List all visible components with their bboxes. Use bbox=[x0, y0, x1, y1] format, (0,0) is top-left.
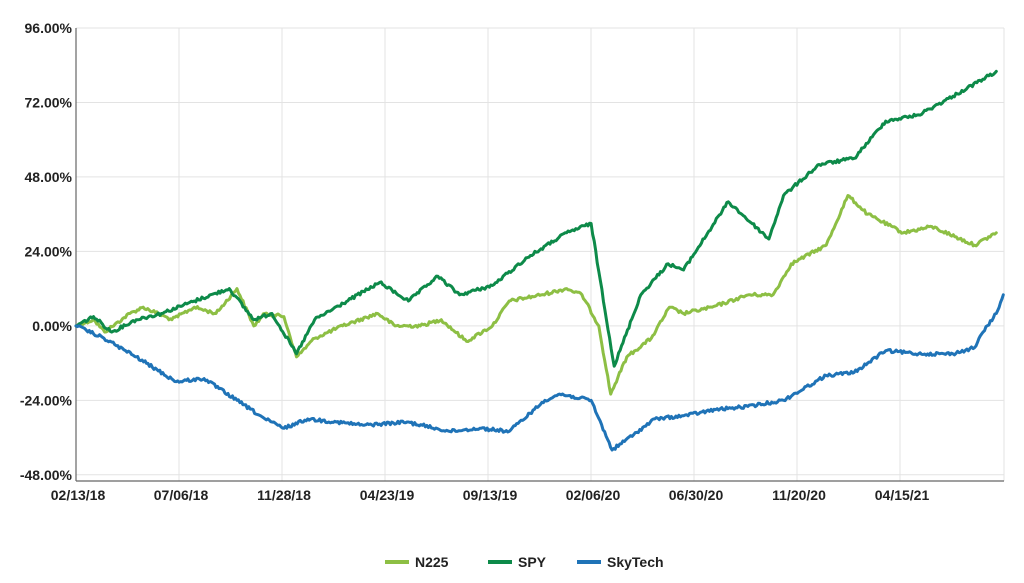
legend-label: SPY bbox=[518, 554, 547, 570]
x-tick-label: 11/20/20 bbox=[772, 487, 826, 503]
y-tick-label: -48.00% bbox=[20, 467, 73, 483]
y-tick-label: 72.00% bbox=[25, 94, 73, 110]
x-tick-label: 04/23/19 bbox=[360, 487, 415, 503]
series-line-n225 bbox=[74, 194, 998, 396]
x-tick-label: 09/13/19 bbox=[463, 487, 518, 503]
series-line-spy bbox=[74, 69, 998, 368]
y-tick-label: 48.00% bbox=[25, 169, 73, 185]
series-line-skytech bbox=[74, 293, 1005, 452]
y-tick-label: 0.00% bbox=[32, 318, 72, 334]
axes bbox=[75, 28, 1004, 482]
series-layer bbox=[74, 69, 1005, 452]
x-tick-label: 02/06/20 bbox=[566, 487, 621, 503]
y-tick-label: 96.00% bbox=[25, 20, 73, 36]
x-tick-label: 02/13/18 bbox=[51, 487, 106, 503]
x-tick-label: 06/30/20 bbox=[669, 487, 724, 503]
y-axis-ticks: 96.00% 72.00% 48.00% 24.00% 0.00% -24.00% -48.… bbox=[20, 20, 73, 483]
x-tick-label: 04/15/21 bbox=[875, 487, 930, 503]
legend-item-n225: N225 bbox=[385, 554, 449, 570]
legend-label: N225 bbox=[415, 554, 449, 570]
x-axis-ticks: 02/13/18 07/06/18 11/28/18 04/23/19 09/13/19… bbox=[51, 487, 930, 503]
x-tick-label: 11/28/18 bbox=[257, 487, 311, 503]
legend-item-skytech: SkyTech bbox=[577, 554, 664, 570]
y-tick-label: 24.00% bbox=[25, 243, 73, 259]
legend-label: SkyTech bbox=[607, 554, 664, 570]
gridlines bbox=[75, 27, 1005, 481]
legend-item-spy: SPY bbox=[488, 554, 547, 570]
x-tick-label: 07/06/18 bbox=[154, 487, 209, 503]
legend: N225 SPY SkyTech bbox=[385, 554, 664, 570]
y-tick-label: -24.00% bbox=[20, 392, 73, 408]
